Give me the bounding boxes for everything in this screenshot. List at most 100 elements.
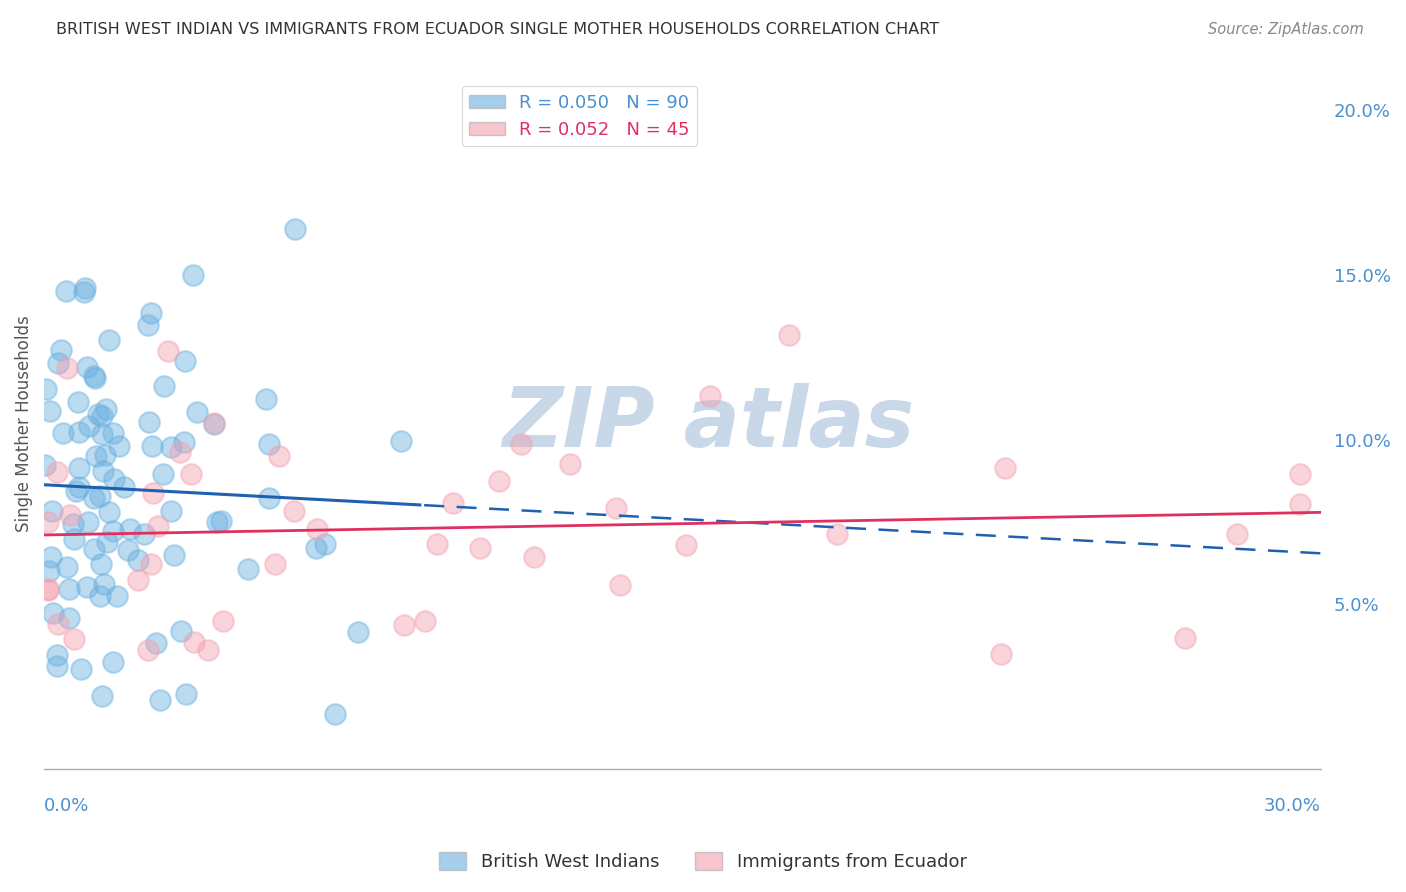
Point [1288,497,1310,511]
Point [441,495,464,509]
Point [605,501,627,516]
Point [470,541,492,556]
Point [675,538,697,552]
Point [72,285,94,299]
Point [77,418,100,433]
Point [91,464,114,478]
Point [152,467,174,481]
Point [1174,632,1197,646]
Point [149,693,172,707]
Point [136,318,159,332]
Point [994,461,1017,475]
Point [37,582,59,596]
Point [83,542,105,557]
Point [136,643,159,657]
Point [699,389,721,403]
Point [211,614,233,628]
Point [103,655,125,669]
Point [990,647,1012,661]
Point [73,281,96,295]
Point [98,505,121,519]
Y-axis label: Single Mother Households: Single Mother Households [15,315,32,532]
Point [76,580,98,594]
Point [778,328,800,343]
Point [170,624,193,639]
Point [103,472,125,486]
Point [46,659,69,673]
Point [83,491,105,505]
Point [174,687,197,701]
Text: 30.0%: 30.0% [1264,797,1320,814]
Point [89,489,111,503]
Point [38,564,60,578]
Point [254,392,277,406]
Point [63,632,86,646]
Point [42,607,65,621]
Point [105,589,128,603]
Point [163,548,186,562]
Point [41,504,63,518]
Point [84,371,107,385]
Point [157,344,180,359]
Text: BRITISH WEST INDIAN VS IMMIGRANTS FROM ECUADOR SINGLE MOTHER HOUSEHOLDS CORRELAT: BRITISH WEST INDIAN VS IMMIGRANTS FROM E… [56,22,939,37]
Point [58,582,80,596]
Point [142,485,165,500]
Point [264,557,287,571]
Point [283,504,305,518]
Point [186,405,208,419]
Point [204,417,226,431]
Legend: R = 0.050   N = 90, R = 0.052   N = 45: R = 0.050 N = 90, R = 0.052 N = 45 [461,87,697,146]
Point [325,707,347,722]
Text: ZIP atlas: ZIP atlas [502,383,914,464]
Point [55,559,77,574]
Point [90,427,112,442]
Point [202,416,225,430]
Point [305,541,328,556]
Point [284,221,307,235]
Point [173,434,195,449]
Point [45,465,67,479]
Point [267,449,290,463]
Point [169,445,191,459]
Point [127,573,149,587]
Point [141,557,163,571]
Point [1226,526,1249,541]
Point [52,425,75,440]
Point [87,407,110,421]
Point [62,516,84,531]
Point [488,475,510,489]
Point [180,467,202,482]
Point [146,519,169,533]
Point [118,522,141,536]
Point [94,448,117,462]
Text: 0.0%: 0.0% [44,797,90,814]
Point [83,369,105,384]
Point [238,562,260,576]
Point [257,437,280,451]
Point [153,379,176,393]
Point [67,461,90,475]
Point [139,306,162,320]
Point [90,409,112,423]
Point [145,636,167,650]
Point [112,479,135,493]
Point [107,439,129,453]
Point [35,382,58,396]
Point [56,361,79,376]
Text: Source: ZipAtlas.com: Source: ZipAtlas.com [1208,22,1364,37]
Point [66,394,89,409]
Point [138,415,160,429]
Point [134,527,156,541]
Legend: British West Indians, Immigrants from Ecuador: British West Indians, Immigrants from Ec… [432,845,974,879]
Point [209,514,232,528]
Point [160,504,183,518]
Point [392,617,415,632]
Point [389,434,412,449]
Point [90,557,112,571]
Point [49,343,72,357]
Point [34,458,56,472]
Point [46,356,69,370]
Point [159,441,181,455]
Point [76,516,98,530]
Point [825,527,848,541]
